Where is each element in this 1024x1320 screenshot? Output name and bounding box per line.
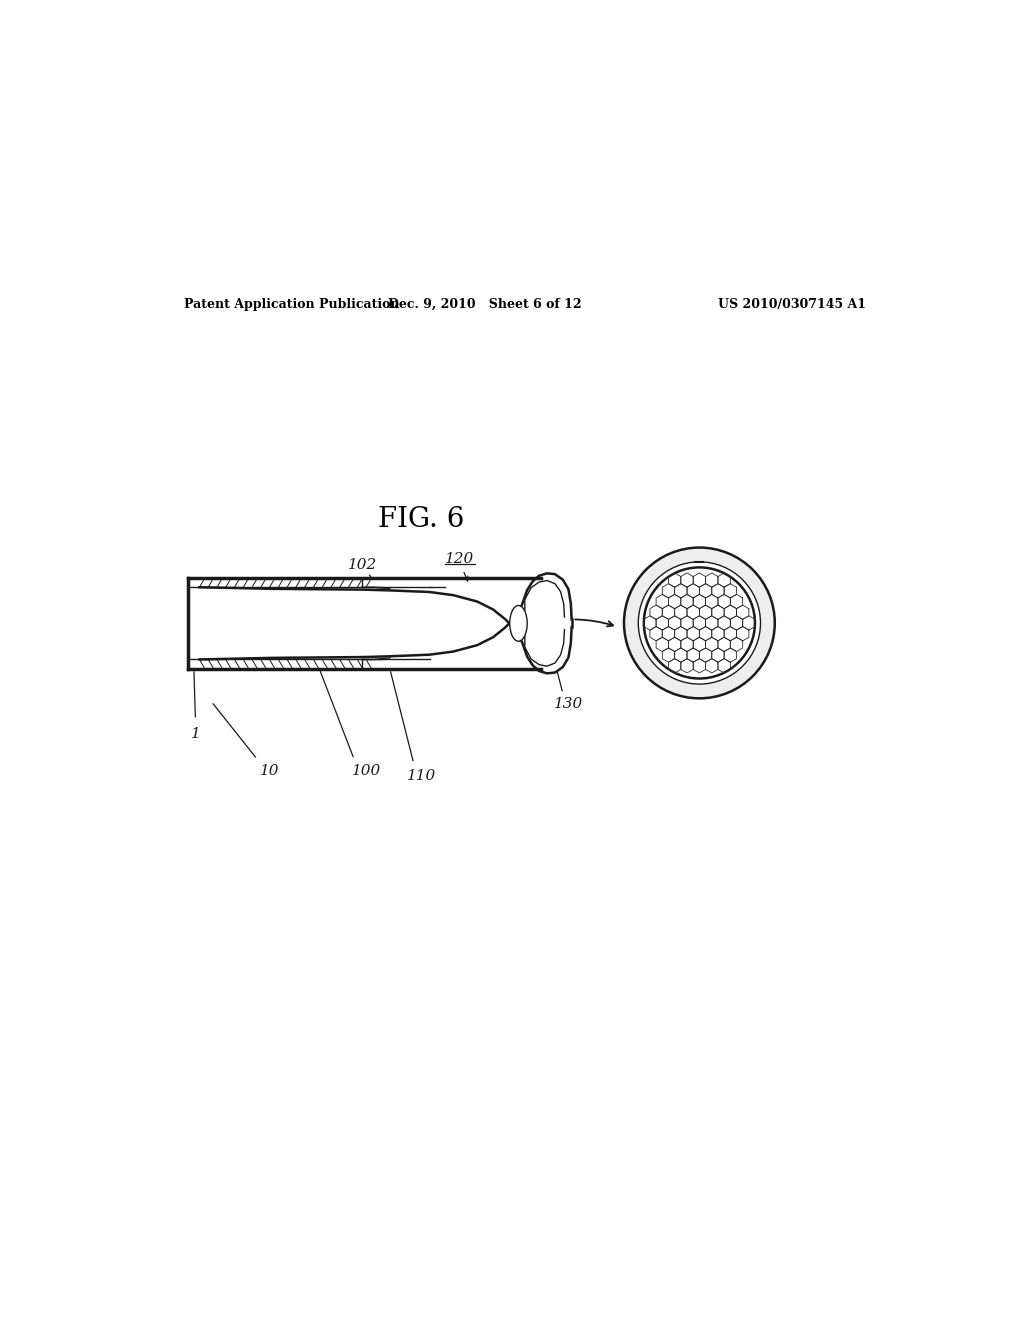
Text: Dec. 9, 2010   Sheet 6 of 12: Dec. 9, 2010 Sheet 6 of 12 — [388, 298, 582, 312]
Text: US 2010/0307145 A1: US 2010/0307145 A1 — [718, 298, 866, 312]
Text: 110: 110 — [407, 770, 436, 783]
Text: 130: 130 — [554, 697, 583, 711]
Text: Patent Application Publication: Patent Application Publication — [183, 298, 399, 312]
Circle shape — [644, 568, 755, 678]
Text: 10: 10 — [259, 764, 279, 779]
Circle shape — [638, 562, 761, 684]
Ellipse shape — [510, 606, 527, 642]
Text: 1: 1 — [190, 727, 201, 741]
Text: FIG. 6: FIG. 6 — [379, 507, 465, 533]
Circle shape — [624, 548, 775, 698]
Text: 102: 102 — [347, 558, 377, 572]
Text: 120: 120 — [445, 553, 474, 566]
Text: 100: 100 — [351, 764, 381, 779]
